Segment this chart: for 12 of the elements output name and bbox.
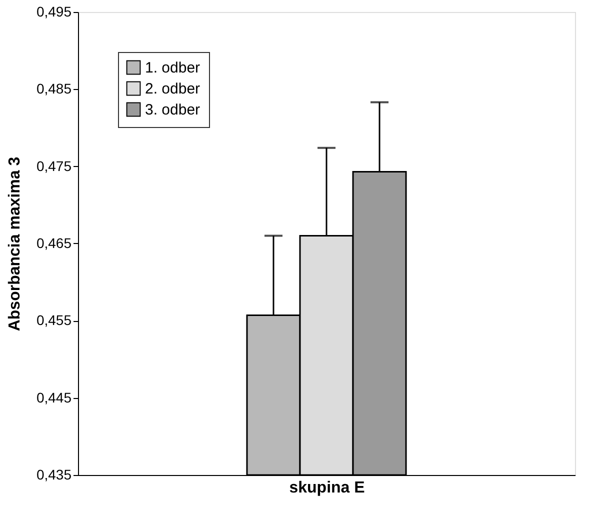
legend-label: 2. odber (145, 80, 200, 98)
y-tick-label: 0,485 (36, 80, 72, 97)
y-tick-label: 0,445 (36, 389, 72, 406)
y-tick-label: 0,455 (36, 312, 72, 328)
y-tick-label: 0,435 (36, 466, 72, 482)
legend-label: 3. odber (145, 102, 200, 118)
x-axis-title: skupina E (289, 480, 366, 496)
y-axis-title: Absorbancia maxima 3 (6, 156, 24, 332)
y-tick-label: 0,475 (36, 158, 72, 174)
legend-label: 1. odber (145, 60, 200, 76)
y-tick-label: 0,495 (36, 4, 72, 20)
y-tick-label: 0,465 (36, 235, 72, 251)
